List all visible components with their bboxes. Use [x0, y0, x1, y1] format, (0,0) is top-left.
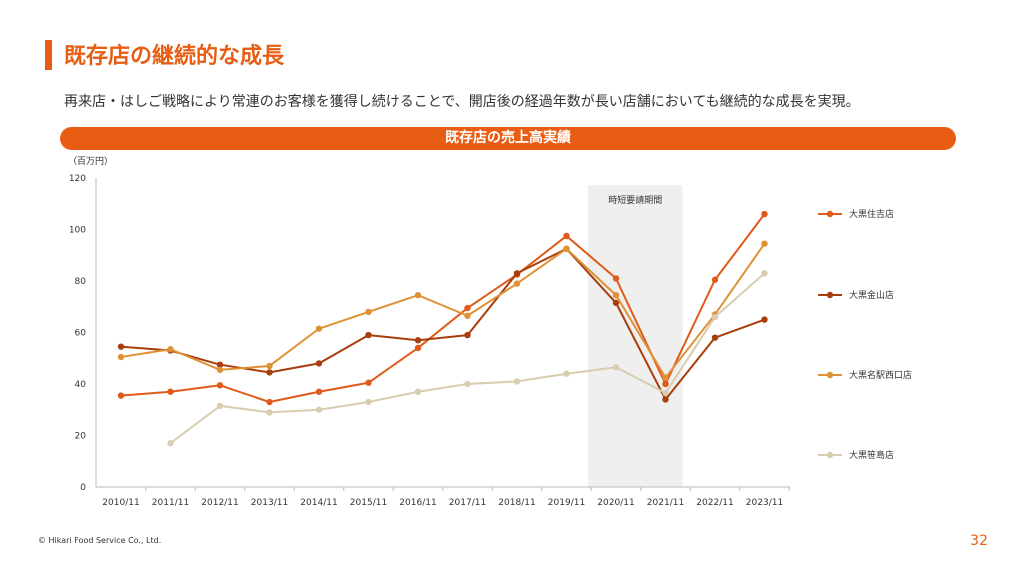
data-point: [711, 313, 719, 321]
data-point: [315, 360, 323, 367]
data-point: [414, 291, 422, 299]
page-number: 32: [970, 533, 988, 549]
x-tick-label: 2016/11: [399, 498, 436, 508]
data-point: [761, 240, 768, 247]
legend-label: 大黒笹島店: [849, 449, 894, 461]
data-point: [365, 398, 372, 406]
data-point: [414, 344, 422, 352]
data-point: [117, 353, 125, 361]
x-tick-label: 2023/11: [746, 498, 783, 508]
data-point: [167, 346, 174, 353]
x-tick-label: 2010/11: [102, 498, 139, 508]
data-point: [414, 337, 422, 344]
x-tick-label: 2017/11: [449, 498, 486, 508]
y-tick-label: 60: [75, 329, 87, 339]
data-point: [761, 210, 768, 218]
data-point: [167, 388, 174, 395]
data-point: [563, 370, 570, 377]
legend-marker: [826, 451, 834, 459]
data-point: [365, 379, 372, 386]
data-point: [513, 378, 521, 385]
data-point: [464, 380, 471, 388]
y-tick-label: 120: [69, 174, 86, 184]
page-title: 既存店の継続的な成長: [64, 44, 285, 69]
data-point: [711, 276, 719, 283]
series-line-1: [120, 213, 766, 404]
data-point: [167, 440, 174, 447]
x-tick-label: 2015/11: [350, 498, 387, 508]
legend-label: 大黒住吉店: [849, 208, 894, 220]
data-point: [315, 406, 323, 413]
data-point: [266, 409, 273, 416]
data-point: [662, 396, 669, 403]
y-tick-label: 0: [80, 483, 86, 493]
data-point: [266, 369, 273, 376]
data-point: [117, 392, 125, 399]
data-point: [761, 316, 768, 323]
y-tick-label: 20: [75, 432, 87, 442]
x-tick-label: 2019/11: [548, 498, 585, 508]
data-point: [662, 374, 669, 381]
x-tick-label: 2021/11: [647, 498, 684, 508]
data-point: [612, 299, 620, 307]
series-line-2: [120, 247, 765, 401]
data-point: [761, 270, 768, 277]
data-point: [612, 291, 620, 299]
series-line-3: [120, 243, 766, 379]
data-point: [513, 280, 521, 287]
x-tick-label: 2022/11: [696, 498, 733, 508]
y-axis-unit-label: （百万円）: [68, 156, 113, 167]
y-tick-label: 40: [75, 380, 87, 390]
legend-marker: [826, 210, 834, 218]
title-accent-bar: [45, 40, 52, 70]
data-point: [216, 382, 224, 389]
legend-marker: [826, 291, 834, 299]
data-point: [513, 270, 521, 277]
lead-text: 再来店・はしご戦略により常連のお客様を獲得し続けることで、開店後の経過年数が長い…: [64, 94, 860, 110]
x-tick-label: 2018/11: [498, 498, 535, 508]
chart-title-banner: 既存店の売上高実績: [60, 127, 956, 150]
legend-marker: [826, 371, 834, 379]
shaded-period-label: 時短要請期間: [608, 194, 662, 206]
data-point: [414, 388, 422, 395]
data-point: [315, 388, 323, 395]
data-point: [563, 245, 570, 253]
data-point: [216, 361, 224, 368]
data-point: [711, 334, 719, 341]
data-point: [216, 366, 224, 374]
x-tick-label: 2011/11: [152, 498, 189, 508]
y-tick-label: 100: [69, 226, 86, 236]
x-tick-label: 2014/11: [300, 498, 337, 508]
data-point: [266, 398, 273, 406]
legend-label: 大黒名駅西口店: [849, 369, 912, 381]
x-tick-label: 2012/11: [201, 498, 238, 508]
data-point: [563, 232, 570, 240]
data-point: [365, 308, 372, 316]
data-point: [315, 325, 323, 332]
data-point: [464, 312, 471, 319]
y-tick-label: 80: [75, 277, 87, 287]
legend-label: 大黒金山店: [849, 289, 894, 301]
data-point: [662, 389, 669, 397]
data-point: [662, 380, 669, 388]
x-tick-label: 2020/11: [597, 498, 634, 508]
data-point: [612, 275, 620, 282]
data-point: [117, 343, 125, 350]
data-point: [464, 304, 471, 312]
data-point: [216, 402, 224, 410]
data-point: [365, 331, 372, 339]
data-point: [612, 364, 620, 371]
data-point: [464, 331, 471, 339]
copyright-text: © Hikari Food Service Co., Ltd.: [38, 536, 162, 545]
shaded-period: [588, 185, 683, 487]
data-point: [266, 362, 273, 370]
x-tick-label: 2013/11: [251, 498, 288, 508]
